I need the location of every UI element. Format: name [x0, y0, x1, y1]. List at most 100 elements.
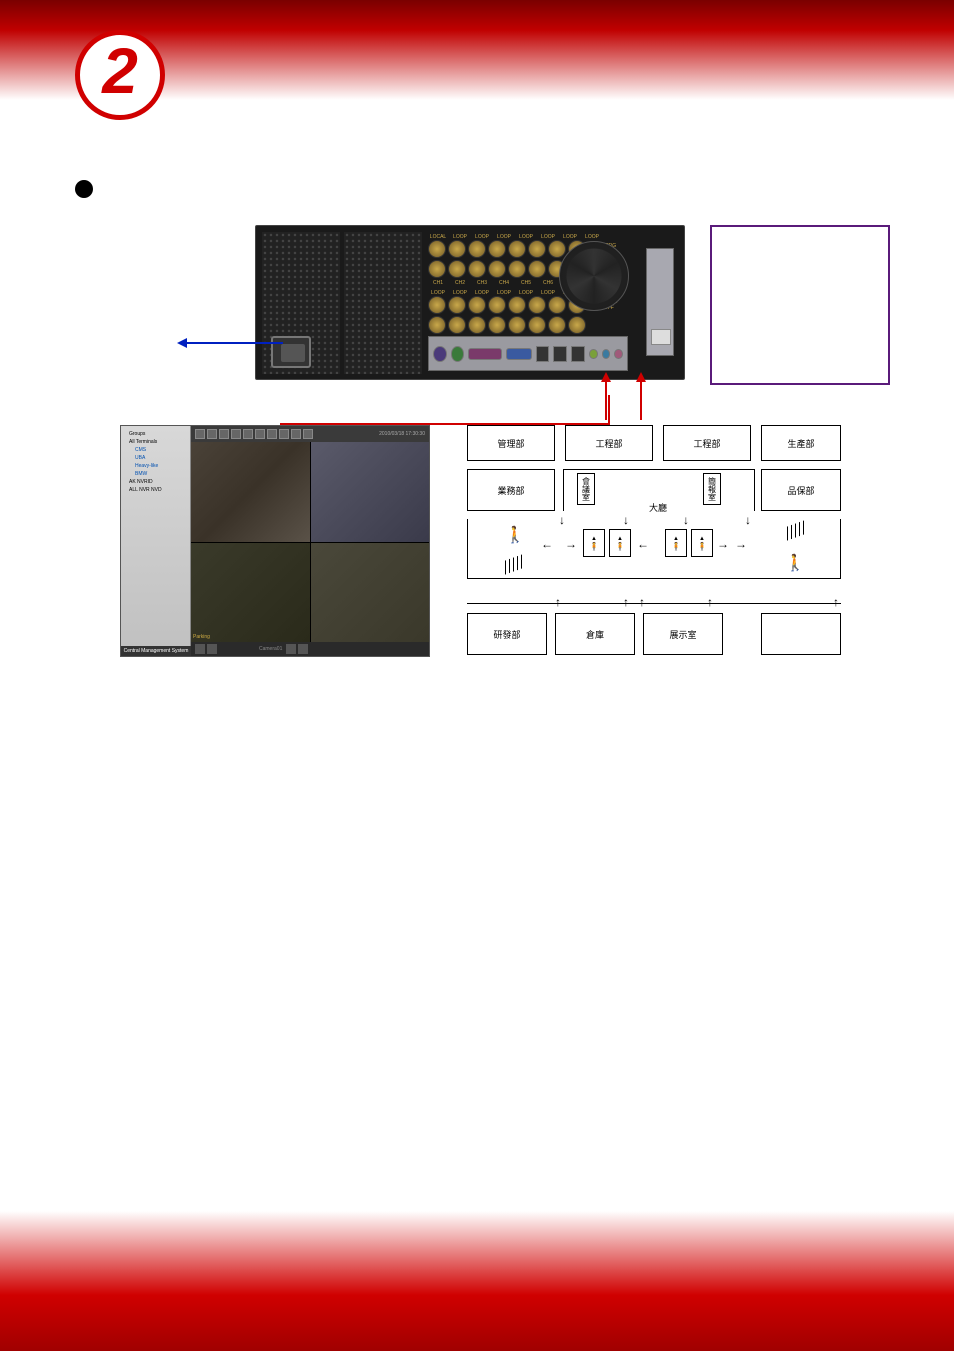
arrow-right-icon: →	[735, 537, 747, 551]
cms-sidebar: Groups All Terminals CMS UBA Heavy-like …	[121, 426, 191, 656]
bnc-label: CH2	[450, 280, 470, 286]
bnc-label: LOOP	[450, 290, 470, 296]
tree-item: Heavy-like	[123, 462, 188, 470]
bnc-port	[488, 240, 506, 258]
toolbar-icon	[291, 429, 301, 439]
bnc-label: CH3	[472, 280, 492, 286]
badge-circle: 2	[75, 30, 165, 120]
dvi-port	[651, 329, 671, 345]
ps2-port	[433, 346, 447, 362]
bnc-port	[508, 260, 526, 278]
bnc-port	[528, 316, 546, 334]
arrow-up-icon: ↑	[707, 595, 713, 609]
io-panel	[428, 336, 628, 371]
arrow-up-icon: ↑	[555, 595, 561, 609]
arrow-right-icon: →	[717, 537, 729, 551]
bnc-port	[548, 316, 566, 334]
usb-port	[553, 346, 567, 362]
cell-label: Parking	[193, 634, 210, 640]
bnc-port	[528, 260, 546, 278]
toolbar-icon	[195, 429, 205, 439]
bnc-port	[488, 316, 506, 334]
toolbar-icon	[303, 429, 313, 439]
person-icon-blue: 🚶	[785, 553, 797, 571]
bnc-row: 1-8CH TRG ON / OFF	[428, 240, 678, 258]
bnc-label: CH5	[516, 280, 536, 286]
bnc-port	[528, 296, 546, 314]
tree-item: ALL NVR NVD	[123, 486, 188, 494]
bnc-port	[528, 240, 546, 258]
bnc-port	[448, 296, 466, 314]
camera-label: Camera01	[259, 646, 282, 652]
cms-screenshot: Groups All Terminals CMS UBA Heavy-like …	[120, 425, 430, 657]
video-cell: Parking	[191, 543, 310, 643]
bnc-label: LOOP	[516, 290, 536, 296]
bnc-label: LOOP	[516, 234, 536, 240]
footer-gradient	[0, 1211, 954, 1351]
bnc-label-row: CH1 CH2 CH3 CH4 CH5 CH6 CH7 CH8	[428, 280, 678, 286]
cms-toolbar: 2010/03/18 17:30:30	[191, 426, 429, 442]
tree-item: CMS	[123, 446, 188, 454]
arrow-down-icon: ↓	[559, 513, 565, 527]
vent-mesh-right	[344, 232, 422, 374]
tree-item: BMW	[123, 470, 188, 478]
bnc-port	[448, 260, 466, 278]
bnc-port	[508, 240, 526, 258]
fan	[559, 241, 629, 311]
elevator-icon: 🧍	[583, 529, 605, 557]
toolbar-icon	[219, 429, 229, 439]
floorplan: 管理部 工程部 工程部 生產部 業務部 品保部 大廳 會議室 簡報室 🧍 🧍 🧍…	[455, 425, 855, 657]
video-cell	[311, 543, 430, 643]
bnc-port	[428, 316, 446, 334]
bnc-port	[508, 316, 526, 334]
bnc-port	[508, 296, 526, 314]
room: 生產部	[761, 425, 841, 461]
pcie-card	[646, 248, 674, 356]
bnc-port	[468, 260, 486, 278]
room: 倉庫	[555, 613, 635, 655]
audio-port	[614, 349, 623, 359]
room-label: 生產部	[787, 437, 814, 450]
arrow-up-icon: ↑	[639, 595, 645, 609]
room-label: 展示室	[669, 628, 696, 641]
bottom-icon	[298, 644, 308, 654]
usb-port	[536, 346, 550, 362]
room: 展示室	[643, 613, 723, 655]
bullet-point	[75, 180, 93, 198]
bnc-port	[488, 260, 506, 278]
power-socket	[271, 336, 311, 368]
cms-bottom-bar: Camera01	[191, 642, 429, 656]
arrow-left-icon: ←	[541, 537, 553, 551]
tree-item: UBA	[123, 454, 188, 462]
bnc-row	[428, 260, 678, 278]
elevator-icon: 🧍	[609, 529, 631, 557]
elevator-icon: 🧍	[665, 529, 687, 557]
bnc-row: 9-16CH TRG ON / OFF	[428, 296, 678, 314]
device-rear-panel: LOCAL LOOP LOOP LOOP LOOP LOOP LOOP LOOP…	[255, 225, 685, 380]
badge-number: 2	[102, 39, 138, 103]
bnc-label: CH6	[538, 280, 558, 286]
bnc-port	[428, 240, 446, 258]
room: 研發部	[467, 613, 547, 655]
elevator-icon: 🧍	[691, 529, 713, 557]
arrow-up-icon: ↑	[833, 595, 839, 609]
arrow-blue	[185, 342, 283, 344]
room-label: 工程部	[693, 437, 720, 450]
timestamp: 2010/03/18 17:30:30	[379, 431, 425, 437]
room: 管理部	[467, 425, 555, 461]
tea-room: 簡報室	[703, 473, 721, 505]
video-cell	[311, 442, 430, 542]
bnc-label: LOOP	[450, 234, 470, 240]
room-label: 倉庫	[586, 628, 604, 641]
tree-item: AK NVRID	[123, 478, 188, 486]
room: 工程部	[663, 425, 751, 461]
room: 業務部	[467, 469, 555, 511]
arrow-right-icon: →	[565, 537, 577, 551]
bottom-icon	[286, 644, 296, 654]
tree-item: All Terminals	[123, 438, 188, 446]
toolbar-icon	[207, 429, 217, 439]
cms-main: 2010/03/18 17:30:30 Parking Camera01	[191, 426, 429, 656]
parallel-port	[468, 348, 502, 360]
room-label: 研發部	[493, 628, 520, 641]
stairs-icon	[787, 523, 807, 537]
